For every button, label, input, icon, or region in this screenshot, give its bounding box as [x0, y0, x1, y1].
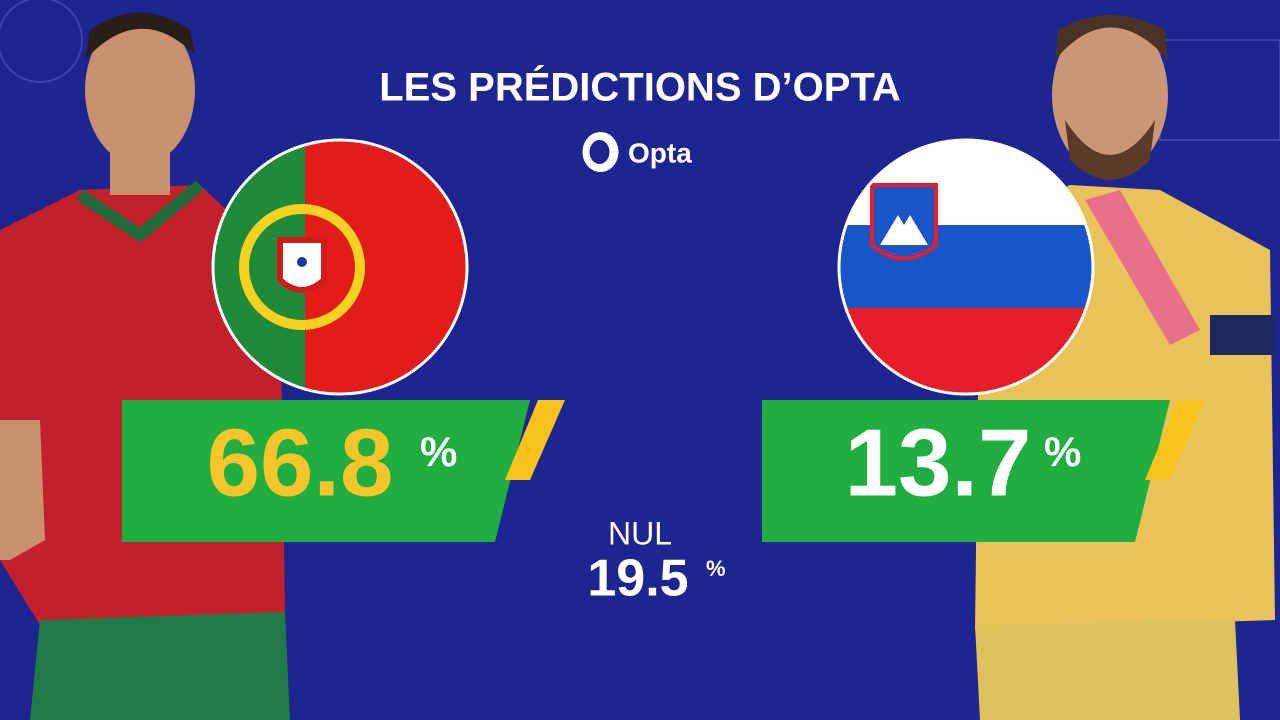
draw-percentage: 19.5: [587, 550, 688, 608]
draw-unit: %: [706, 556, 726, 581]
brand-logo: Opta: [582, 132, 692, 172]
pitch-decoration: [0, 0, 83, 83]
brand: Opta: [628, 137, 692, 168]
away-unit: %: [1044, 428, 1081, 475]
draw-label: NUL: [608, 515, 672, 551]
away-percentage: 13.7: [845, 409, 1032, 516]
home-percentage: 66.8: [207, 409, 394, 516]
title: LES PRÉDICTIONS D’OPTA: [379, 65, 901, 110]
home-unit: %: [420, 428, 457, 475]
away-box: 13.7 %: [762, 400, 1205, 542]
home-box: 66.8 %: [122, 400, 565, 542]
